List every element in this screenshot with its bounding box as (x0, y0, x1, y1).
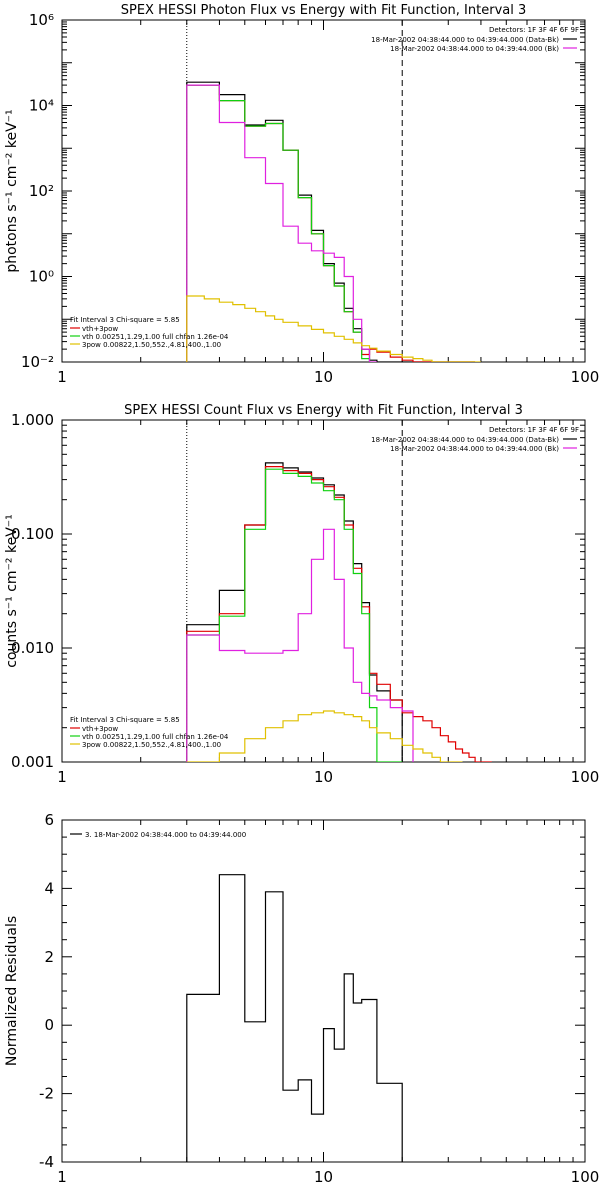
legend-entry-label: vth+3pow (82, 725, 118, 733)
legend-entry-label: vth+3pow (82, 325, 118, 333)
legend-header: Detectors: 1F 3F 4F 6F 9F (489, 426, 579, 434)
series-group (186, 874, 403, 1162)
y-tick-label: 6 (44, 811, 54, 829)
y-tick-label: 1.000 (11, 411, 54, 429)
x-tick-label: 10 (314, 1168, 333, 1186)
y-tick-label: 10⁶ (29, 11, 54, 29)
chart-title: SPEX HESSI Count Flux vs Energy with Fit… (124, 403, 523, 418)
x-tick-label: 1 (57, 368, 67, 386)
legend-entry-label: 3. 18-Mar-2002 04:38:44.000 to 04:39:44.… (85, 831, 246, 839)
legend-bottom-left: Fit Interval 3 Chi-square = 5.85vth+3pow… (70, 716, 229, 749)
legend-entry-label: vth 0.00251,1.29,1.00 full chfan 1.26e-0… (82, 333, 229, 341)
series-vth+3pow-line (186, 466, 492, 762)
y-axis-label: Normalized Residuals (4, 916, 20, 1066)
x-tick-label: 100 (571, 368, 600, 386)
x-tick-label: 100 (571, 1168, 600, 1186)
legend-entry-label: 18-Mar-2002 04:38:44.000 to 04:39:44.000… (371, 36, 559, 44)
legend-top-right: Detectors: 1F 3F 4F 6F 9F 18-Mar-2002 04:… (371, 426, 579, 453)
legend-entry-label: 3pow 0.00822,1.50,552.,4.81,400.,1.00 (82, 741, 221, 749)
legend-entry-label: 18-Mar-2002 04:38:44.000 to 04:39:44.000… (390, 445, 559, 453)
series-group (186, 81, 481, 362)
y-axis-label: counts s⁻¹ cm⁻² keV⁻¹ (4, 514, 20, 668)
residuals-panel: 1 10 100 -4 -2 0 2 4 6 Normalized Residuals 3. 18-… (4, 811, 599, 1186)
legend-header: Fit Interval 3 Chi-square = 5.85 (70, 716, 180, 724)
legend-bottom-left: Fit Interval 3 Chi-square = 5.85vth+3pow… (70, 316, 229, 349)
series-vth-line (186, 84, 371, 362)
y-tick-label: 4 (44, 879, 54, 897)
chart-title: SPEX HESSI Photon Flux vs Energy with Fi… (121, 3, 527, 18)
series-residuals-line (186, 874, 403, 1162)
legend: 3. 18-Mar-2002 04:38:44.000 to 04:39:44.… (70, 831, 246, 839)
y-tick-label: -2 (39, 1085, 54, 1103)
y-axis-label: photons s⁻¹ cm⁻² keV⁻¹ (4, 109, 20, 272)
series-bk-line (186, 528, 414, 762)
series-vth+3pow-line (186, 84, 476, 362)
legend-header: Fit Interval 3 Chi-square = 5.85 (70, 316, 180, 324)
x-tick-label: 10 (314, 368, 333, 386)
y-tick-label: -4 (39, 1153, 54, 1171)
y-tick-label: 10⁰ (29, 268, 54, 286)
y-tick-label: 2 (44, 948, 54, 966)
legend-entry-label: 18-Mar-2002 04:38:44.000 to 04:39:44.000… (371, 436, 559, 444)
series-3pow-line (186, 295, 481, 362)
plot-frame (61, 19, 586, 363)
y-tick-label: 0.010 (11, 639, 54, 657)
y-tick-label: 0.100 (11, 525, 54, 543)
x-tick-label: 10 (314, 768, 333, 786)
y-tick-label: 10² (29, 182, 54, 200)
y-tick-label: 10⁻² (21, 353, 54, 371)
legend-top-right: Detectors: 1F 3F 4F 6F 9F 18-Mar-2002 04:… (371, 26, 579, 53)
series-vth-line (186, 468, 403, 762)
count-flux-panel: 1 10 100 0.001 0.010 0.100 1.000 SPEX HESSI Cou… (4, 403, 599, 786)
y-tick-label: 0.001 (11, 753, 54, 771)
legend-entry-label: 18-Mar-2002 04:38:44.000 to 04:39:44.000… (390, 45, 559, 53)
series-bk-line (186, 84, 377, 362)
x-tick-label: 1 (57, 1168, 67, 1186)
series-3pow-line (186, 710, 463, 762)
legend-entry-label: 3pow 0.00822,1.50,552.,4.81,400.,1.00 (82, 341, 221, 349)
series-data-line (186, 81, 476, 362)
series-group (186, 462, 492, 762)
x-tick-label: 1 (57, 768, 67, 786)
x-tick-label: 100 (571, 768, 600, 786)
photon-flux-panel: 1 10 100 10⁻² 10⁰ 10² 10⁴ 10⁶ SPEX HESSI Photon … (4, 3, 599, 386)
y-tick-label: 10⁴ (29, 97, 54, 115)
legend-entry-label: vth 0.00251,1.29,1.00 full chfan 1.26e-0… (82, 733, 229, 741)
y-tick-label: 0 (44, 1016, 54, 1034)
legend-header: Detectors: 1F 3F 4F 6F 9F (489, 26, 579, 34)
